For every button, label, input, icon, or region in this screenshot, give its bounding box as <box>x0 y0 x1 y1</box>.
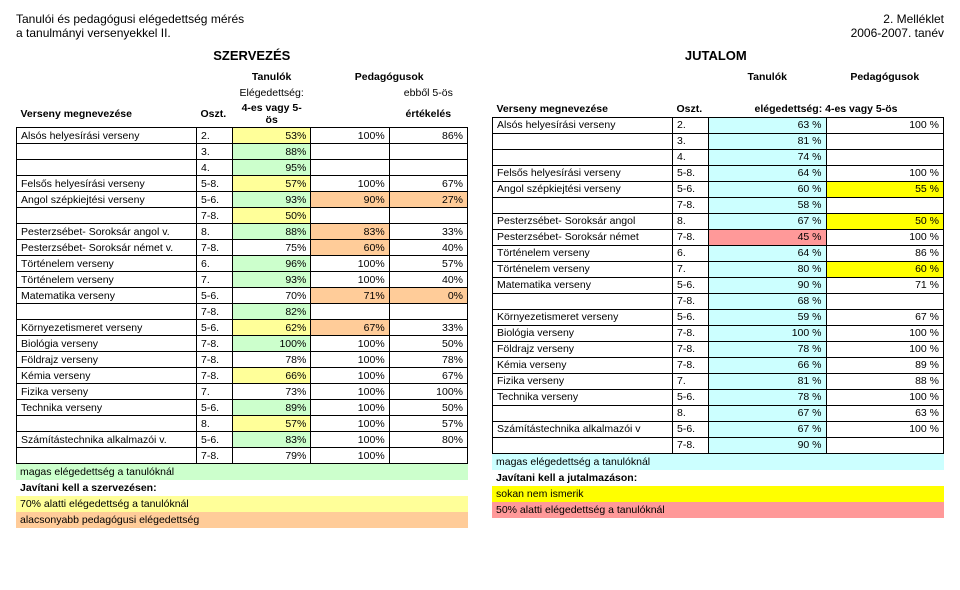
title-line-1: Tanulói és pedagógusi elégedettség mérés <box>16 12 244 26</box>
hdr-ertek: értékelés <box>389 101 467 128</box>
note-line: 70% alatti elégedettség a tanulóknál <box>16 496 468 512</box>
page-header: Tanulói és pedagógusi elégedettség mérés… <box>16 12 944 40</box>
hdr-oszt: Oszt. <box>673 101 709 117</box>
right-line-1: 2. Melléklet <box>851 12 944 26</box>
table-row: Számítástechnika alkalmazói v5-6.67 %100… <box>493 421 944 437</box>
header-right: 2. Melléklet 2006-2007. tanév <box>851 12 944 40</box>
jutalom-column: Tanulók Pedagógusok Verseny megnevezése … <box>492 69 944 528</box>
hdr-pedag: Pedagógusok <box>311 69 468 85</box>
table-row: Történelem verseny7.80 %60 % <box>493 261 944 277</box>
table-row: Technika verseny5-6.78 %100 % <box>493 389 944 405</box>
table-row: Környezetismeret verseny5-6.62%67%33% <box>17 320 468 336</box>
table-row: Matematika verseny5-6.90 %71 % <box>493 277 944 293</box>
table-row: Felsős helyesírási verseny5-8.64 %100 % <box>493 165 944 181</box>
table-row: 7-8.82% <box>17 304 468 320</box>
hdr-sub2: ebből 5-ös <box>389 85 467 101</box>
table-row: Felsős helyesírási verseny5-8.57%100%67% <box>17 176 468 192</box>
right-line-2: 2006-2007. tanév <box>851 26 944 40</box>
table-row: Pesterzsébet- Soroksár német7-8.45 %100 … <box>493 229 944 245</box>
table-row: Alsós helyesírási verseny2.53%100%86% <box>17 128 468 144</box>
hdr-ertek: elégedettség: 4-es vagy 5-ös <box>709 101 944 117</box>
table-row: 7-8.58 % <box>493 197 944 213</box>
table-row: 7-8.50% <box>17 208 468 224</box>
table-row: Számítástechnika alkalmazói v.5-6.83%100… <box>17 432 468 448</box>
table-row: Pesterzsébet- Soroksár angol8.67 %50 % <box>493 213 944 229</box>
table-row: Kémia verseny7-8.66 %89 % <box>493 357 944 373</box>
table-row: 4.95% <box>17 160 468 176</box>
hdr-tanulok: Tanulók <box>233 69 311 85</box>
table-row: Alsós helyesírási verseny2.63 %100 % <box>493 117 944 133</box>
note-line: magas elégedettség a tanulóknál <box>16 464 468 480</box>
jutalom-notes: magas elégedettség a tanulóknálJavítani … <box>492 454 944 518</box>
header-row-2 <box>493 85 944 101</box>
table-row: Történelem verseny6.64 %86 % <box>493 245 944 261</box>
jutalom-table: Tanulók Pedagógusok Verseny megnevezése … <box>492 69 944 454</box>
table-row: Angol szépkiejtési verseny5-6.93%90%27% <box>17 192 468 208</box>
hdr-skala: 4-es vagy 5-ös <box>233 101 311 128</box>
header-row-3: Verseny megnevezése Oszt. 4-es vagy 5-ös… <box>17 101 468 128</box>
header-row-3: Verseny megnevezése Oszt. elégedettség: … <box>493 101 944 117</box>
table-row: Matematika verseny5-6.70%71%0% <box>17 288 468 304</box>
table-row: Biológia verseny7-8.100 %100 % <box>493 325 944 341</box>
table-row: Angol szépkiejtési verseny5-6.60 %55 % <box>493 181 944 197</box>
szervezes-table: Tanulók Pedagógusok Elégedettség: ebből … <box>16 69 468 464</box>
table-row: Biológia verseny7-8.100%100%50% <box>17 336 468 352</box>
table-row: Fizika verseny7.81 %88 % <box>493 373 944 389</box>
hdr-verseny: Verseny megnevezése <box>17 101 197 128</box>
hdr-oszt: Oszt. <box>197 101 233 128</box>
table-row: 8.67 %63 % <box>493 405 944 421</box>
note-line: sokan nem ismerik <box>492 486 944 502</box>
table-row: 3.81 % <box>493 133 944 149</box>
szervezes-column: Tanulók Pedagógusok Elégedettség: ebből … <box>16 69 468 528</box>
table-row: 7-8.90 % <box>493 437 944 453</box>
section-left-title: SZERVEZÉS <box>213 48 290 63</box>
section-right-title: JUTALOM <box>685 48 747 63</box>
table-row: 8.57%100%57% <box>17 416 468 432</box>
note-line: Javítani kell a jutalmazáson: <box>492 470 944 486</box>
hdr-tanulok: Tanulók <box>709 69 827 85</box>
table-row: Fizika verseny7.73%100%100% <box>17 384 468 400</box>
note-line: magas elégedettség a tanulóknál <box>492 454 944 470</box>
note-line: alacsonyabb pedagógusi elégedettség <box>16 512 468 528</box>
table-row: 4.74 % <box>493 149 944 165</box>
table-row: Földrajz verseny7-8.78%100%78% <box>17 352 468 368</box>
table-row: Történelem verseny6.96%100%57% <box>17 256 468 272</box>
table-row: Pesterzsébet- Soroksár német v.7-8.75%60… <box>17 240 468 256</box>
table-row: Földrajz verseny7-8.78 %100 % <box>493 341 944 357</box>
table-row: 3.88% <box>17 144 468 160</box>
hdr-verseny: Verseny megnevezése <box>493 101 673 117</box>
table-row: Történelem verseny7.93%100%40% <box>17 272 468 288</box>
table-row: 7-8.79%100% <box>17 448 468 464</box>
header-left: Tanulói és pedagógusi elégedettség mérés… <box>16 12 244 40</box>
table-row: Technika verseny5-6.89%100%50% <box>17 400 468 416</box>
header-row-1: Tanulók Pedagógusok <box>493 69 944 85</box>
hdr-pedag: Pedagógusok <box>826 69 944 85</box>
header-row-2: Elégedettség: ebből 5-ös <box>17 85 468 101</box>
title-line-2: a tanulmányi versenyekkel II. <box>16 26 244 40</box>
table-row: Pesterzsébet- Soroksár angol v.8.88%83%3… <box>17 224 468 240</box>
note-line: 50% alatti elégedettség a tanulóknál <box>492 502 944 518</box>
note-line: Javítani kell a szervezésen: <box>16 480 468 496</box>
table-row: Kémia verseny7-8.66%100%67% <box>17 368 468 384</box>
two-column-layout: Tanulók Pedagógusok Elégedettség: ebből … <box>16 69 944 528</box>
header-row-1: Tanulók Pedagógusok <box>17 69 468 85</box>
hdr-sub1: Elégedettség: <box>233 85 311 101</box>
table-row: 7-8.68 % <box>493 293 944 309</box>
section-headings: SZERVEZÉS JUTALOM <box>16 48 944 63</box>
table-row: Környezetismeret verseny5-6.59 %67 % <box>493 309 944 325</box>
szervezes-notes: magas elégedettség a tanulóknálJavítani … <box>16 464 468 528</box>
